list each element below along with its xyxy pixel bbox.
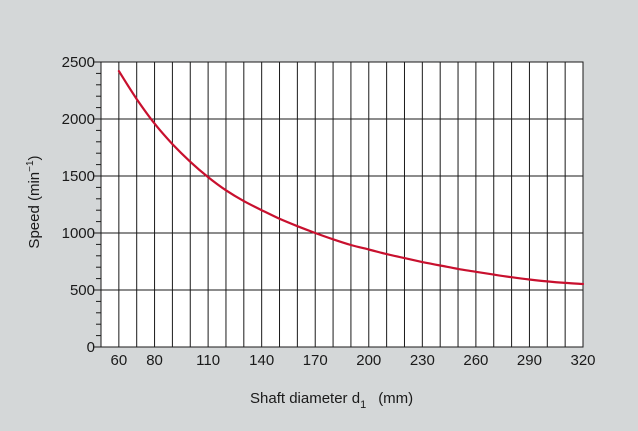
x-axis-label-subscript: 1 (360, 399, 366, 411)
x-tick-label-230: 230 (410, 352, 435, 369)
x-tick-label-290: 290 (517, 352, 542, 369)
x-tick-label-110: 110 (196, 352, 220, 369)
y-tick-label-1000: 1000 (62, 225, 95, 242)
y-tick-label-0: 0 (87, 339, 95, 356)
y-tick-label-1500: 1500 (62, 168, 95, 185)
x-tick-label-260: 260 (463, 352, 488, 369)
plot-frame (100, 61, 584, 348)
y-tick-label-2000: 2000 (62, 111, 95, 128)
x-tick-label-320: 320 (570, 352, 595, 369)
x-axis-label-unit: (mm) (378, 390, 413, 407)
x-tick-labels: 60 80 110 140 170 200 230 260 290 320 (111, 352, 596, 369)
series-line-0 (117, 70, 585, 286)
plot-area (101, 62, 583, 347)
x-tick-label-80: 80 (146, 352, 163, 369)
y-tick-label-500: 500 (70, 282, 95, 299)
x-tick-label-140: 140 (249, 352, 274, 369)
y-tick-label-2500: 2500 (62, 54, 95, 71)
series-layer (117, 70, 585, 286)
x-axis-label: Shaft diameter d1 (mm) (250, 390, 413, 411)
y-minor-ticks (93, 61, 101, 348)
x-tick-label-200: 200 (356, 352, 381, 369)
y-axis-label-main: Speed (min (26, 172, 43, 249)
y-tick-labels: 0 500 1000 1500 2000 2500 (62, 54, 95, 356)
y-axis-label-superscript: −1 (25, 160, 36, 172)
grid-lines (101, 62, 583, 347)
y-axis-label-close: ) (26, 155, 43, 160)
x-tick-label-170: 170 (303, 352, 328, 369)
x-axis-label-main: Shaft diameter d (250, 390, 360, 407)
y-axis-label: Speed (min−1) (25, 155, 43, 248)
x-tick-label-60: 60 (111, 352, 128, 369)
